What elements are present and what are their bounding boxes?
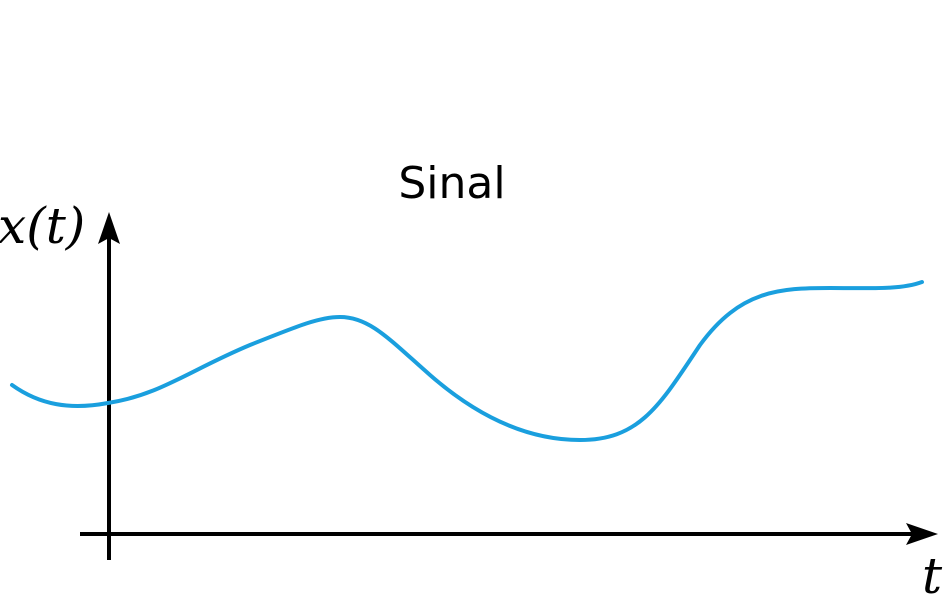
x-axis-arrowhead (906, 523, 938, 545)
x-axis-label: t (922, 547, 943, 598)
diagram-title: Sinal (398, 158, 505, 209)
y-axis-label: x(t) (0, 197, 85, 255)
signal-curve (10, 280, 924, 443)
y-axis-arrowhead (98, 212, 120, 244)
